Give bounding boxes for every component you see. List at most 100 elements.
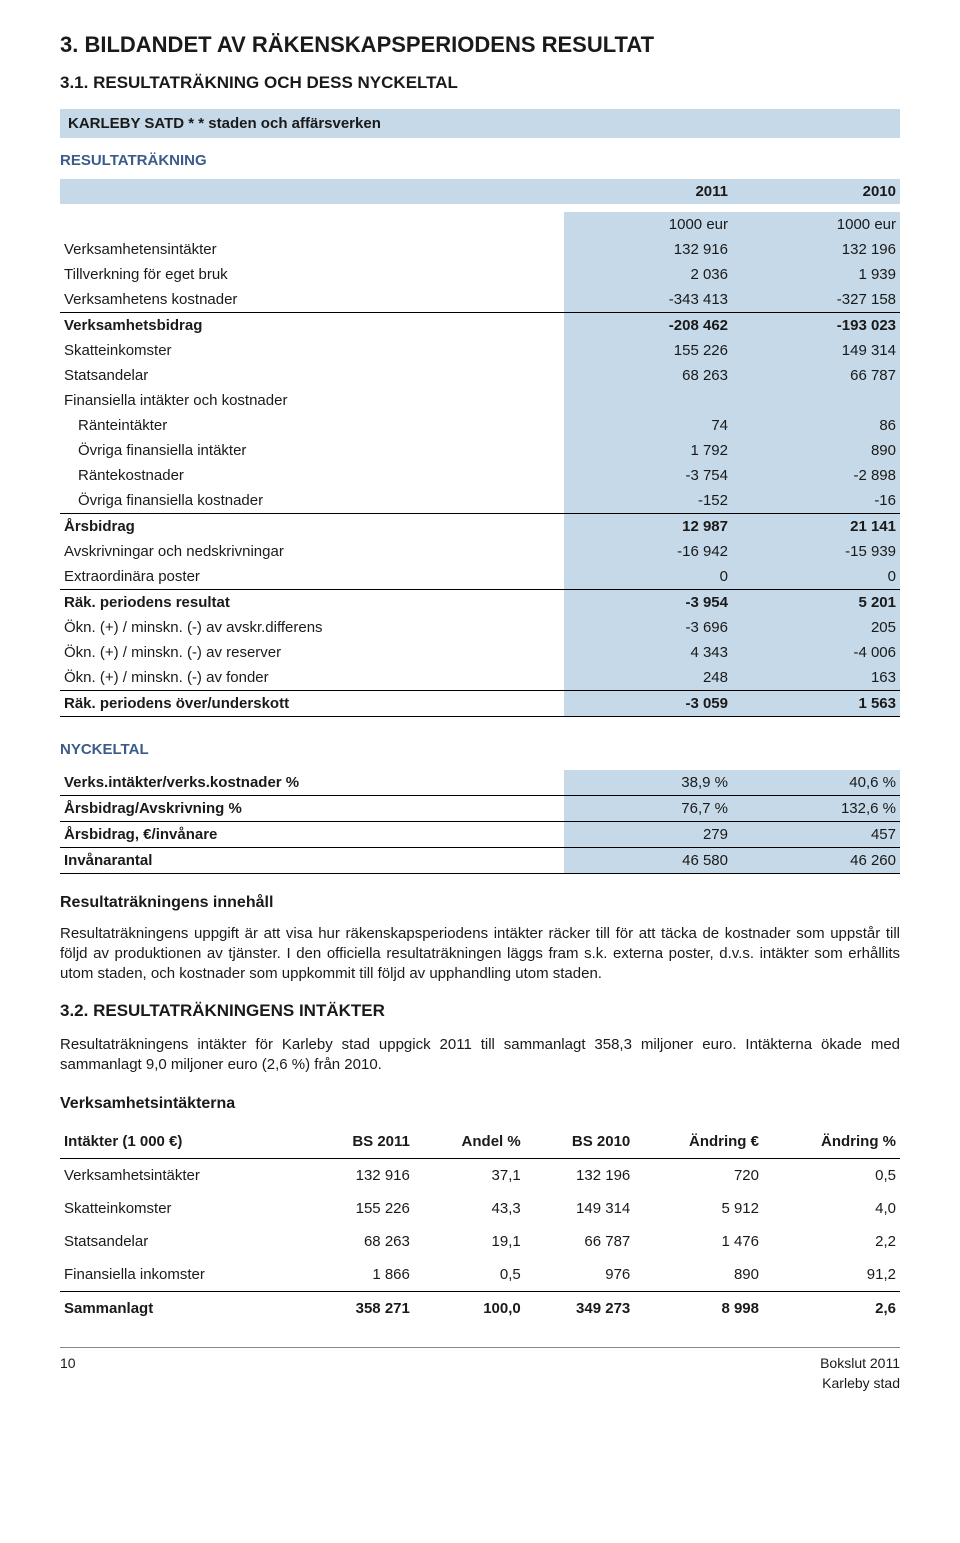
footer-line-1: Bokslut 2011 [820, 1354, 900, 1374]
cell: 720 [634, 1159, 763, 1193]
table-row: Skatteinkomster155 22643,3149 3145 9124,… [60, 1192, 900, 1225]
row-label: Ränteintäkter [60, 413, 564, 438]
row-label: Extraordinära poster [60, 564, 564, 590]
cell: 19,1 [414, 1225, 525, 1258]
year-col-1: 2011 [564, 179, 732, 204]
row-value-2: 132,6 % [732, 795, 900, 821]
row-value-1: 68 263 [564, 363, 732, 388]
table-row: Verksamhetensintäkter132 916132 196 [60, 237, 900, 262]
cell: 976 [525, 1258, 635, 1292]
table-row: Övriga finansiella intäkter1 792890 [60, 438, 900, 463]
row-value-2 [732, 388, 900, 413]
nyckeltal-label: NYCKELTAL [60, 739, 900, 760]
table-row: Statsandelar68 26319,166 7871 4762,2 [60, 1225, 900, 1258]
cell: 66 787 [525, 1225, 635, 1258]
row-label: Tillverkning för eget bruk [60, 262, 564, 287]
cell: 43,3 [414, 1192, 525, 1225]
table-row: Finansiella inkomster1 8660,597689091,2 [60, 1258, 900, 1292]
table-row: Räk. periodens resultat-3 9545 201 [60, 589, 900, 615]
row-value-1: -3 696 [564, 615, 732, 640]
row-label: Ökn. (+) / minskn. (-) av reserver [60, 640, 564, 665]
row-value-2: -16 [732, 488, 900, 514]
row-value-2: -327 158 [732, 287, 900, 313]
row-value-1: -3 059 [564, 690, 732, 716]
row-label: Skatteinkomster [60, 338, 564, 363]
table-row: Ökn. (+) / minskn. (-) av avskr.differen… [60, 615, 900, 640]
row-value-2: 40,6 % [732, 770, 900, 796]
intakter-head: Verksamhetsintäkterna [60, 1093, 900, 1115]
col-header: Andel % [414, 1125, 525, 1159]
row-value-1: 132 916 [564, 237, 732, 262]
row-value-1: 4 343 [564, 640, 732, 665]
row-value-2: 205 [732, 615, 900, 640]
paragraph-1: Resultaträkningens uppgift är att visa h… [60, 924, 900, 985]
table-row: Ökn. (+) / minskn. (-) av fonder248163 [60, 665, 900, 691]
row-label: Verksamhetens kostnader [60, 287, 564, 313]
row-value-2: 5 201 [732, 589, 900, 615]
table-row: Ränteintäkter7486 [60, 413, 900, 438]
row-value-1: 38,9 % [564, 770, 732, 796]
heading-1: 3. BILDANDET AV RÄKENSKAPSPERIODENS RESU… [60, 30, 900, 61]
row-label: Verksamhetsbidrag [60, 312, 564, 338]
row-value-1: -343 413 [564, 287, 732, 313]
heading-2: 3.1. RESULTATRÄKNING OCH DESS NYCKELTAL [60, 71, 900, 95]
page-footer: 10 Bokslut 2011 Karleby stad [60, 1347, 900, 1393]
row-label: Räk. periodens över/underskott [60, 690, 564, 716]
table-row: Tillverkning för eget bruk2 0361 939 [60, 262, 900, 287]
cell: Skatteinkomster [60, 1192, 306, 1225]
table-row: Årsbidrag12 98721 141 [60, 513, 900, 539]
cell: 1 866 [306, 1258, 414, 1292]
row-value-2: 132 196 [732, 237, 900, 262]
row-value-1: 46 580 [564, 847, 732, 873]
row-value-1: -16 942 [564, 539, 732, 564]
row-label: Årsbidrag [60, 513, 564, 539]
cell: 0,5 [414, 1258, 525, 1292]
row-value-2: -4 006 [732, 640, 900, 665]
table-row: Finansiella intäkter och kostnader [60, 388, 900, 413]
row-value-1: -3 954 [564, 589, 732, 615]
row-label: Finansiella intäkter och kostnader [60, 388, 564, 413]
cell: 155 226 [306, 1192, 414, 1225]
row-value-1: 279 [564, 821, 732, 847]
col-header: BS 2010 [525, 1125, 635, 1159]
cell: 100,0 [414, 1292, 525, 1326]
row-value-1: 155 226 [564, 338, 732, 363]
cell: 890 [634, 1258, 763, 1292]
cell: 358 271 [306, 1292, 414, 1326]
table-row: Invånarantal46 58046 260 [60, 847, 900, 873]
table-row-total: Sammanlagt358 271100,0349 2738 9982,6 [60, 1292, 900, 1326]
row-label: Räk. periodens resultat [60, 589, 564, 615]
row-label: Ökn. (+) / minskn. (-) av fonder [60, 665, 564, 691]
row-label: Övriga finansiella kostnader [60, 488, 564, 514]
subheading-innehall: Resultaträkningens innehåll [60, 892, 900, 914]
row-value-1: 74 [564, 413, 732, 438]
row-value-2: 46 260 [732, 847, 900, 873]
table-row: Årsbidrag, €/invånare279457 [60, 821, 900, 847]
cell: 91,2 [763, 1258, 900, 1292]
row-label: Övriga finansiella intäkter [60, 438, 564, 463]
row-value-1: -3 754 [564, 463, 732, 488]
row-value-2: 163 [732, 665, 900, 691]
heading-3-2: 3.2. RESULTATRÄKNINGENS INTÄKTER [60, 999, 900, 1023]
row-label: Statsandelar [60, 363, 564, 388]
cell: 68 263 [306, 1225, 414, 1258]
table-row: Årsbidrag/Avskrivning %76,7 %132,6 % [60, 795, 900, 821]
row-label: Årsbidrag/Avskrivning % [60, 795, 564, 821]
row-label: Ökn. (+) / minskn. (-) av avskr.differen… [60, 615, 564, 640]
cell: 2,2 [763, 1225, 900, 1258]
row-value-1: 76,7 % [564, 795, 732, 821]
row-value-1: 0 [564, 564, 732, 590]
table-row: Ökn. (+) / minskn. (-) av reserver4 343-… [60, 640, 900, 665]
row-value-2: 1 563 [732, 690, 900, 716]
row-value-1: 1 792 [564, 438, 732, 463]
row-value-2: 457 [732, 821, 900, 847]
table-row: Skatteinkomster155 226149 314 [60, 338, 900, 363]
row-value-2: 86 [732, 413, 900, 438]
col-header: Intäkter (1 000 €) [60, 1125, 306, 1159]
cell: 0,5 [763, 1159, 900, 1193]
table-row: Verksamhetens kostnader-343 413-327 158 [60, 287, 900, 313]
table-row: Räntekostnader-3 754-2 898 [60, 463, 900, 488]
cell: Sammanlagt [60, 1292, 306, 1326]
cell: 37,1 [414, 1159, 525, 1193]
row-value-2: 149 314 [732, 338, 900, 363]
